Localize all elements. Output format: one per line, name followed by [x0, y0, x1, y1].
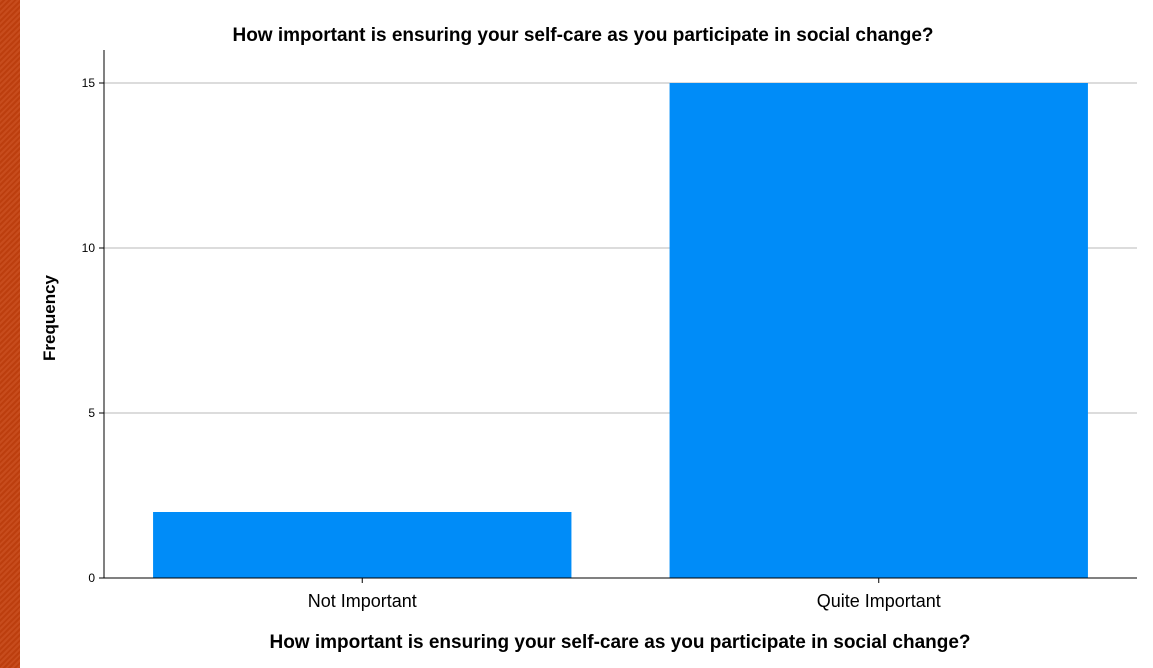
x-axis-title: How important is ensuring your self-care…	[269, 632, 970, 653]
x-tick-label: Quite Important	[817, 591, 941, 611]
x-tick-labels: Not Important Quite Important	[308, 591, 941, 611]
y-tick-label: 0	[88, 571, 95, 585]
y-tick-label: 5	[88, 406, 95, 420]
y-tick-labels: 0 5 10 15	[82, 76, 96, 585]
y-tick-label: 10	[82, 241, 96, 255]
chart-title: How important is ensuring your self-care…	[232, 25, 933, 46]
bar-quite-important	[669, 83, 1088, 578]
y-axis-title: Frequency	[40, 274, 59, 361]
x-tick-label: Not Important	[308, 591, 417, 611]
axes	[99, 50, 1137, 583]
y-tick-label: 15	[82, 76, 96, 90]
bar-not-important	[153, 512, 572, 578]
bars	[153, 83, 1088, 578]
